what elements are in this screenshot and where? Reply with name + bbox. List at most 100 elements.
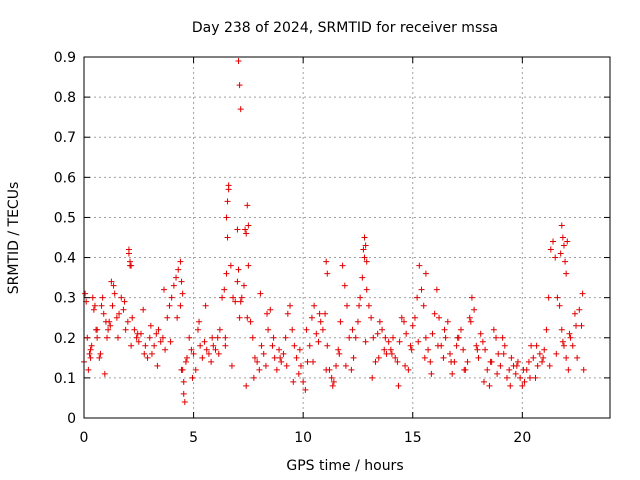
- data-point: [422, 270, 429, 277]
- y-tick-labels: 0 0.1 0.2 0.3 0.4 0.5 0.6 0.7 0.8 0.9: [54, 50, 76, 427]
- x-tick-labels: 0 5 10 15 20: [80, 430, 532, 446]
- data-point: [144, 354, 151, 361]
- data-point: [323, 366, 330, 373]
- data-point: [484, 366, 491, 373]
- data-point: [361, 254, 368, 261]
- data-point: [131, 326, 138, 333]
- data-point: [420, 302, 427, 309]
- data-point: [214, 334, 221, 341]
- data-point: [87, 346, 94, 353]
- data-point: [527, 374, 534, 381]
- data-point: [473, 342, 480, 349]
- data-point: [580, 366, 587, 373]
- data-point: [215, 350, 222, 357]
- data-point: [324, 270, 331, 277]
- data-point: [244, 314, 251, 321]
- data-point: [196, 318, 203, 325]
- data-point: [180, 390, 187, 397]
- data-point: [457, 326, 464, 333]
- data-point: [106, 318, 113, 325]
- data-point: [107, 322, 114, 329]
- data-point: [486, 382, 493, 389]
- data-point: [89, 294, 96, 301]
- data-point: [278, 358, 285, 365]
- data-point: [408, 346, 415, 353]
- data-point: [414, 294, 421, 301]
- y-tick-label: 0.5: [54, 210, 76, 226]
- data-point: [212, 346, 219, 353]
- data-point: [440, 354, 447, 361]
- data-point: [189, 374, 196, 381]
- data-point: [563, 270, 570, 277]
- data-point: [186, 334, 193, 341]
- data-point: [396, 338, 403, 345]
- data-point: [271, 354, 278, 361]
- data-point: [431, 310, 438, 317]
- data-point: [177, 258, 184, 265]
- data-point: [569, 342, 576, 349]
- data-point: [429, 330, 436, 337]
- y-tick-label: 0.2: [54, 331, 76, 347]
- data-point: [313, 330, 320, 337]
- y-tick-label: 0: [67, 411, 76, 427]
- data-point: [349, 326, 356, 333]
- data-point: [166, 302, 173, 309]
- data-point: [257, 290, 264, 297]
- data-point: [530, 354, 537, 361]
- y-axis-title: SRMTID / TECUs: [6, 182, 22, 295]
- data-point: [324, 342, 331, 349]
- data-point: [441, 326, 448, 333]
- data-point: [363, 258, 370, 265]
- data-point: [146, 334, 153, 341]
- data-point: [398, 314, 405, 321]
- data-point: [566, 330, 573, 337]
- data-point: [116, 310, 123, 317]
- data-point: [333, 362, 340, 369]
- data-point: [283, 362, 290, 369]
- data-point: [400, 318, 407, 325]
- data-point: [134, 330, 141, 337]
- data-point: [109, 302, 116, 309]
- data-point: [101, 370, 108, 377]
- data-point: [254, 358, 261, 365]
- data-point: [224, 198, 231, 205]
- data-point: [317, 318, 324, 325]
- data-point: [385, 338, 392, 345]
- data-point: [497, 362, 504, 369]
- data-point: [97, 350, 104, 357]
- data-point: [236, 82, 243, 89]
- data-point: [558, 222, 565, 229]
- data-point: [135, 338, 142, 345]
- data-point: [480, 378, 487, 385]
- data-point: [154, 362, 161, 369]
- data-point: [541, 346, 548, 353]
- data-point: [190, 350, 197, 357]
- data-point: [319, 326, 326, 333]
- data-point: [300, 378, 307, 385]
- data-point: [88, 342, 95, 349]
- data-point: [525, 358, 532, 365]
- data-point: [160, 286, 167, 293]
- data-point: [178, 366, 185, 373]
- data-point: [91, 302, 98, 309]
- data-point: [543, 326, 550, 333]
- data-point: [344, 302, 350, 309]
- data-point: [362, 242, 369, 249]
- data-point: [475, 354, 482, 361]
- data-point: [232, 298, 239, 305]
- data-point: [425, 346, 432, 353]
- data-point: [361, 234, 368, 241]
- data-point: [442, 334, 449, 341]
- data-point: [181, 398, 188, 405]
- data-point: [262, 362, 269, 369]
- data-point: [392, 354, 399, 361]
- data-point: [84, 334, 91, 341]
- data-point: [553, 350, 560, 357]
- data-point: [311, 302, 318, 309]
- data-point: [339, 262, 346, 269]
- data-point: [382, 334, 389, 341]
- data-point: [194, 326, 201, 333]
- data-point: [264, 310, 271, 317]
- data-point: [500, 350, 507, 357]
- data-point: [180, 378, 187, 385]
